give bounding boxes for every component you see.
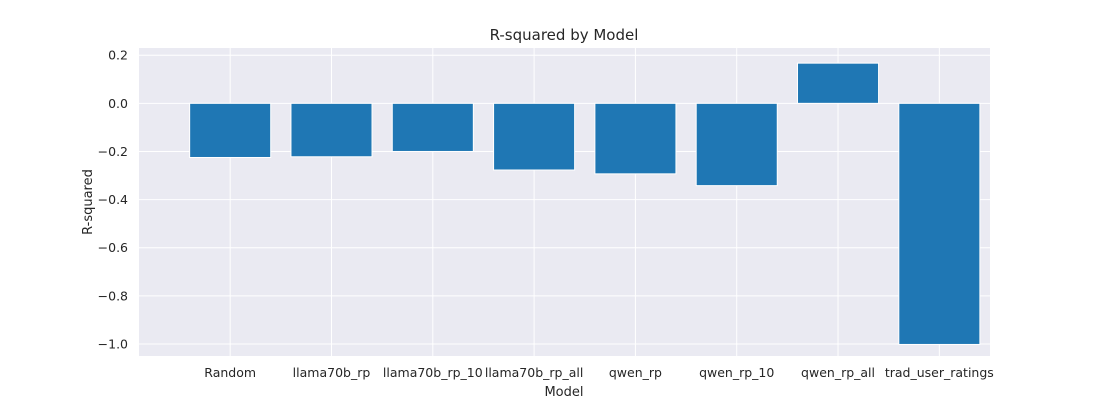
bar-llama70b-rp-all <box>493 102 576 171</box>
x-tick-label: llama70b_rp_all <box>485 365 583 380</box>
y-tick-label: −1.0 <box>98 336 128 351</box>
y-tick-label: −0.6 <box>98 240 128 255</box>
bar-llama70b-rp-10 <box>391 102 474 152</box>
chart-title: R-squared by Model <box>490 26 639 44</box>
x-tick-label: qwen_rp_all <box>801 365 875 380</box>
x-tick-label: Random <box>204 365 256 380</box>
bar-llama70b-rp <box>290 102 373 158</box>
x-axis-label: Model <box>544 385 583 400</box>
x-tick-label: llama70b_rp <box>293 365 371 380</box>
y-tick-label: −0.8 <box>98 288 128 303</box>
bar-qwen-rp <box>594 102 677 175</box>
x-tick-label: llama70b_rp_10 <box>383 365 483 380</box>
y-tick-label: 0.2 <box>108 48 128 63</box>
x-tick-label: qwen_rp_10 <box>699 365 774 380</box>
y-tick-label: −0.2 <box>98 144 128 159</box>
x-tick-label: trad_user_ratings <box>885 365 994 380</box>
y-axis-ticks: 0.2 0.0 −0.2 −0.4 −0.6 −0.8 −1.0 <box>98 48 128 352</box>
bar-random <box>189 102 272 158</box>
x-tick-label: qwen_rp <box>609 365 662 380</box>
y-axis-label: R-squared <box>81 169 96 235</box>
y-tick-label: 0.0 <box>108 96 128 111</box>
bar-qwen-rp-10 <box>695 102 778 187</box>
bar-qwen-rp-all <box>797 62 880 104</box>
bars <box>189 62 981 345</box>
bar-trad-user-ratings <box>898 102 981 345</box>
y-tick-label: −0.4 <box>98 192 128 207</box>
x-axis-ticks: Random llama70b_rp llama70b_rp_10 llama70b_… <box>204 365 994 380</box>
